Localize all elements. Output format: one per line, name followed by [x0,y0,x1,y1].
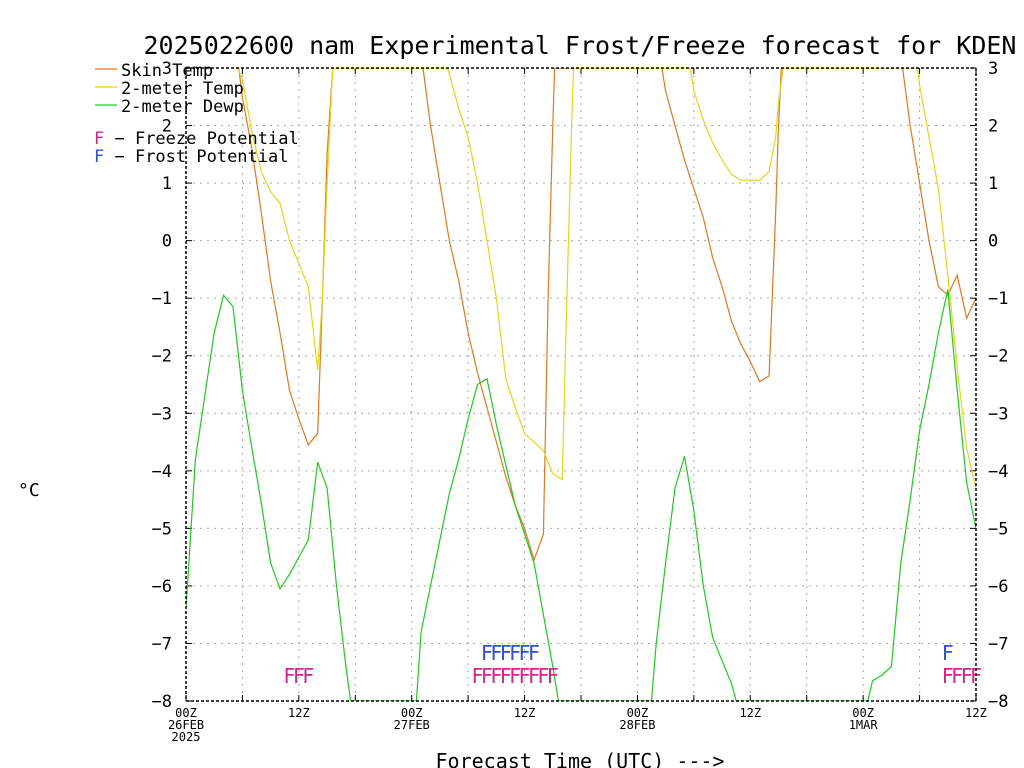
y-tick-label-left: 1 [162,174,172,194]
frost-marker: F [481,641,493,665]
y-tick-label-right: −1 [988,289,1008,309]
series-line-skin-temp [238,68,976,562]
legend-label: 2-meter Dewp [121,97,244,117]
x-tick-label: 00Z [401,706,423,720]
y-tick-label-left: 3 [162,59,172,79]
y-tick-label-right: −2 [988,347,1008,367]
series-line-2-meter-dewp [186,289,976,701]
y-tick-label-left: −5 [152,519,172,539]
y-tick-label-left: −1 [152,289,172,309]
x-tick-label: 2025 [172,730,201,744]
freeze-marker: F [472,664,484,688]
y-tick-label-right: 1 [988,174,998,194]
y-axis-label: °C [18,480,40,501]
freeze-marker: F [970,664,982,688]
plot-frame [185,67,977,702]
frost-marker: F [509,641,521,665]
x-tick-label: 12Z [514,706,536,720]
series-group [186,68,976,701]
y-tick-label-right: 2 [988,117,998,137]
grid-lines [186,68,976,701]
x-tick-label: 12Z [288,706,310,720]
frost-marker: F [519,641,531,665]
y-tick-label-left: −3 [152,404,172,424]
freeze-legend-label: F − Freeze Potential [94,129,299,149]
freeze-marker: F [481,664,493,688]
frost-marker: F [528,641,540,665]
freeze-marker: F [951,664,963,688]
frost-legend-label: F − Frost Potential [94,147,288,167]
freeze-marker: F [500,664,512,688]
freeze-marker: F [302,664,314,688]
y-tick-label-left: −7 [152,634,172,654]
chart-title: 2025022600 nam Experimental Frost/Freeze… [144,31,1017,60]
y-tick-label-left: −8 [152,692,172,712]
y-tick-label-left: 0 [162,232,172,252]
freeze-marker: F [547,664,559,688]
x-tick-label: 00Z [627,706,649,720]
y-tick-label-right: 3 [988,59,998,79]
freeze-marker: F [537,664,549,688]
freeze-marker: F [961,664,973,688]
freeze-marker: F [490,664,502,688]
x-tick-label: 26FEB [168,718,204,732]
y-tick-label-left: −6 [152,577,172,597]
x-tick-label: 12Z [965,706,987,720]
y-tick-label-right: −5 [988,519,1008,539]
frost-marker: F [942,641,954,665]
frost-marker: F [500,641,512,665]
y-tick-label-right: −7 [988,634,1008,654]
x-tick-label: 12Z [739,706,761,720]
x-axis-label: Forecast Time (UTC) ---> [436,749,725,768]
x-tick-label: 27FEB [394,718,430,732]
y-tick-label-left: 2 [162,117,172,137]
y-tick-label-right: 0 [988,232,998,252]
legend-label: 2-meter Temp [121,79,244,99]
frost-marker: F [490,641,502,665]
freeze-marker: F [942,664,954,688]
freeze-marker: F [509,664,521,688]
x-tick-label: 1MAR [849,718,879,732]
y-tick-label-right: −3 [988,404,1008,424]
freeze-marker: F [528,664,540,688]
freeze-marker: F [519,664,531,688]
freeze-marker: F [283,664,295,688]
y-tick-label-right: −4 [988,462,1008,482]
x-tick-label: 00Z [852,706,874,720]
legend-label: Skin Temp [121,61,213,81]
axis-ticks: 3 3 2 2 1 1 0 0 −1 −1 −2 −2 −3 −3 −4 −4 −5 −5 −6 −6 −7 −7 −8 −8… [152,59,1009,744]
y-tick-label-left: −2 [152,347,172,367]
freeze-marker: F [293,664,305,688]
x-tick-label: 28FEB [619,718,655,732]
y-tick-label-right: −6 [988,577,1008,597]
x-tick-label: 00Z [175,706,197,720]
y-tick-label-right: −8 [988,692,1008,712]
series-line-2-meter-temp [237,68,976,489]
y-tick-label-left: −4 [152,462,172,482]
